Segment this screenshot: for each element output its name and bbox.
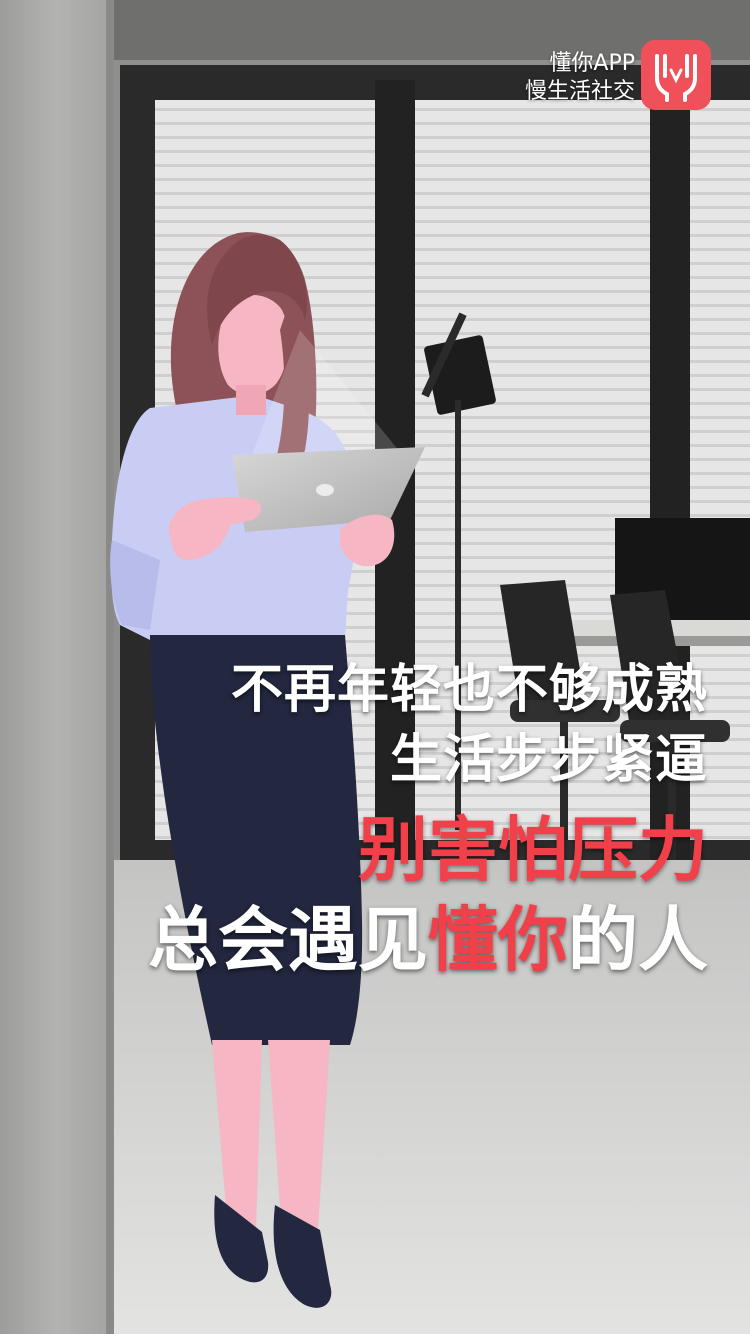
headline-line-4-part-1: 总会遇见 xyxy=(148,899,428,981)
headline-line-4: 总会遇见懂你的人 xyxy=(148,896,708,984)
app-logo-icon xyxy=(641,40,711,110)
app-slogan: 慢生活社交 xyxy=(524,79,635,104)
headline-line-2: 生活步步紧逼 xyxy=(389,730,708,790)
headline-line-4-part-2: 的人 xyxy=(568,899,708,981)
headline-line-1: 不再年轻也不够成熟 xyxy=(230,660,708,720)
headline-line-3: 别害怕压力 xyxy=(358,809,708,891)
headline-line-4-accent: 懂你 xyxy=(428,899,568,981)
brand-block: 懂你APP 慢生活社交 xyxy=(525,50,635,106)
app-name: 懂你APP xyxy=(549,51,635,76)
